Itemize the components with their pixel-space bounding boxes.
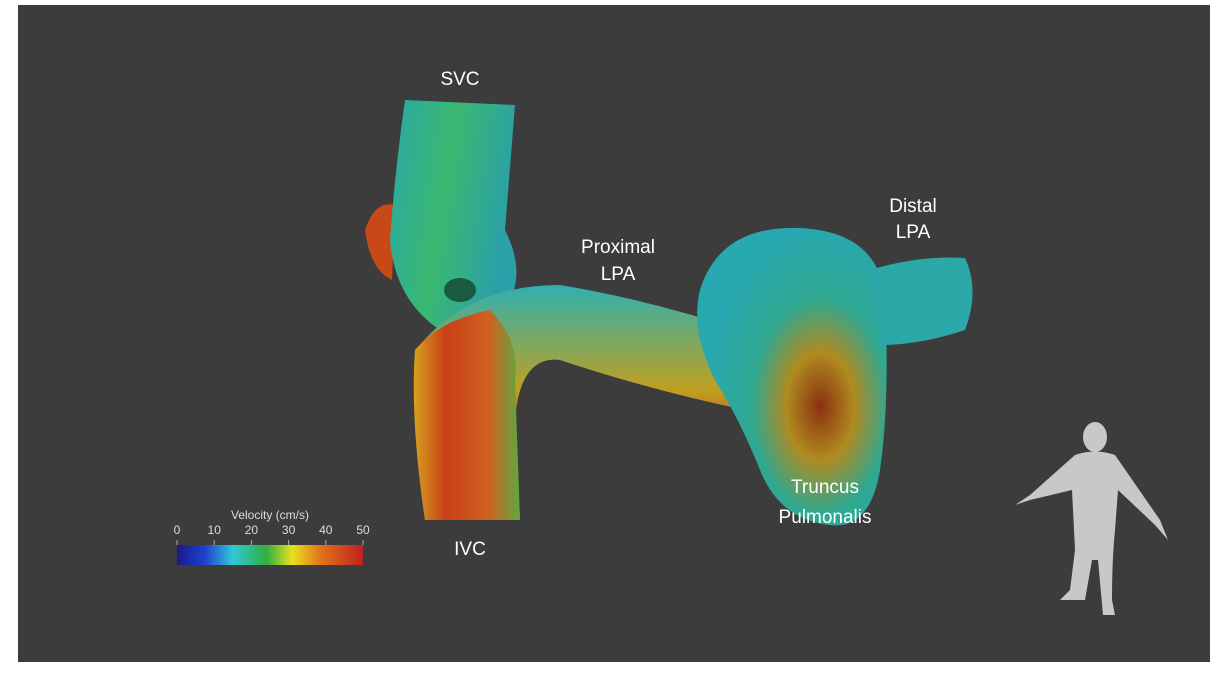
colorbar-tick-label: 50 bbox=[356, 523, 370, 537]
proximal-lpa-label: Proximal bbox=[581, 237, 655, 258]
colorbar-tick-label: 30 bbox=[282, 523, 296, 537]
svc-label: SVC bbox=[440, 69, 479, 90]
colorbar-tick-label: 0 bbox=[174, 523, 181, 537]
colorbar-tick-label: 40 bbox=[319, 523, 333, 537]
page: SVC Proximal LPA Distal LPA IVC Truncus … bbox=[0, 0, 1225, 676]
ivc-vessel bbox=[414, 310, 520, 520]
vortex bbox=[444, 278, 476, 302]
distal-lpa-vessel bbox=[870, 258, 973, 346]
distal-lpa-label: LPA bbox=[896, 222, 931, 243]
truncus-label: Truncus bbox=[791, 477, 859, 498]
colorbar-tick-label: 10 bbox=[208, 523, 222, 537]
colorbar bbox=[177, 545, 363, 565]
flow-visualization: SVC Proximal LPA Distal LPA IVC Truncus … bbox=[0, 0, 1225, 676]
colorbar-title: Velocity (cm/s) bbox=[231, 508, 309, 522]
distal-lpa-label: Distal bbox=[889, 196, 937, 217]
proximal-lpa-label: LPA bbox=[601, 264, 636, 285]
ivc-label: IVC bbox=[454, 539, 486, 560]
colorbar-tick-label: 20 bbox=[245, 523, 259, 537]
truncus-label: Pulmonalis bbox=[779, 507, 872, 528]
